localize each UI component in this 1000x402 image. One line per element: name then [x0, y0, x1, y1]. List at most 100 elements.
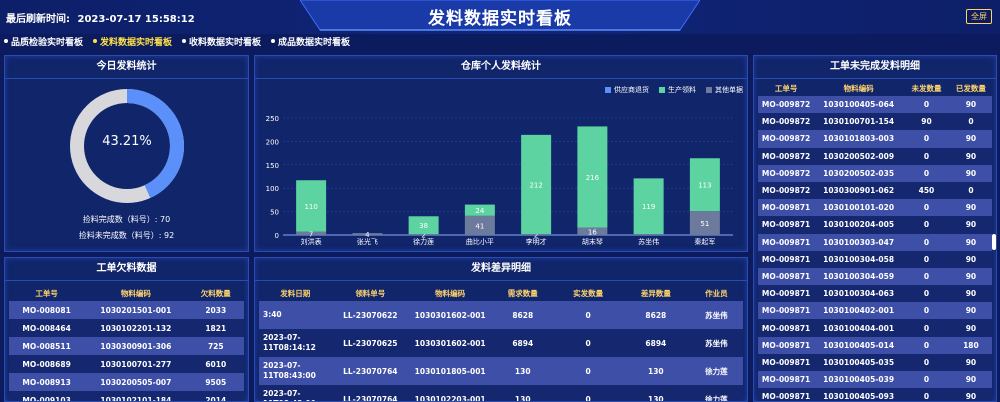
legend-swatch [659, 87, 665, 93]
unfinished-table: 工单号 物料编码 未发数量 已发数量 MO-009872 1030100405-0… [758, 80, 992, 401]
table-cell: 90 [949, 302, 992, 320]
table-cell: 90 [949, 147, 992, 165]
column-header: 发料日期 [280, 288, 311, 298]
table-row[interactable]: MO-009871 1030100405-039 0 90 [758, 371, 992, 389]
table-cell: 0 [949, 113, 992, 131]
table-row[interactable]: MO-009871 1030100405-014 0 180 [758, 336, 992, 354]
table-cell: 苏坐伟 [689, 301, 743, 329]
bullet-icon [93, 39, 98, 43]
table-row[interactable]: MO-009871 1030100204-005 0 90 [758, 216, 992, 234]
table-row[interactable]: MO-009872 1030100701-154 90 0 [758, 113, 992, 131]
table-row[interactable]: MO-009872 1030200502-009 0 90 [758, 147, 992, 165]
nav-item-issue[interactable]: 发料数据实时看板 [93, 34, 172, 48]
legend-item: 供应商退货 [605, 85, 649, 95]
table-cell: 130 [491, 357, 555, 385]
table-cell: LL-23070622 [331, 301, 410, 329]
table-cell: 0 [903, 336, 950, 354]
table-cell: 90 [949, 353, 992, 371]
table-cell: 725 [187, 337, 244, 355]
refresh-time: 2023-07-17 15:58:12 [77, 14, 195, 25]
table-row[interactable]: MO-008511 1030300901-306 725 [9, 337, 244, 355]
x-tick-label: 张光飞 [357, 237, 378, 246]
table-row[interactable]: MO-009872 1030100405-064 0 90 [758, 96, 992, 114]
table-cell: 2014 [187, 391, 244, 401]
table-cell: 1030100402-001 [814, 302, 904, 320]
table-cell: 0 [554, 385, 622, 401]
table-cell: MO-009872 [758, 147, 815, 165]
bar-segment [689, 211, 720, 235]
bar-data-label: 51 [700, 220, 709, 228]
nav-item-receive[interactable]: 收料数据实时看板 [182, 34, 261, 48]
table-cell: MO-009103 [9, 391, 85, 401]
unfinished-table-wrap: 工单号 物料编码 未发数量 已发数量 MO-009872 1030100405-0… [758, 80, 992, 401]
table-row[interactable]: MO-008689 1030100701-277 6010 [9, 355, 244, 373]
table-row[interactable]: MO-008464 1030102201-132 1821 [9, 319, 244, 337]
table-cell: MO-009871 [758, 199, 815, 217]
table-row[interactable]: MO-009871 1030100304-058 0 90 [758, 250, 992, 268]
diff-table: 发料日期 领料单号 物料编码 需求数量 实发数量 差异数量 作业员 3:40 LL… [259, 285, 743, 401]
table-cell: 2023-07-11T08:14:12 [259, 329, 332, 357]
scrollbar-thumb[interactable] [992, 234, 996, 250]
column-header: 物料编码 [120, 288, 151, 298]
nav-label: 成品数据实时看板 [278, 37, 351, 48]
table-row[interactable]: MO-009103 1030102101-184 2014 [9, 391, 244, 401]
table-row[interactable]: MO-009871 1030100304-059 0 90 [758, 267, 992, 286]
table-cell: 1030100405-035 [814, 353, 904, 371]
table-row[interactable]: 2023-07-11T08:43:00 LL-23070764 1030101805… [259, 357, 743, 385]
table-row[interactable]: MO-009871 1030100304-063 0 90 [758, 285, 992, 303]
y-tick-label: 250 [266, 115, 279, 123]
table-row[interactable]: MO-009871 1030100405-035 0 90 [758, 353, 992, 371]
y-tick-label: 100 [266, 185, 279, 193]
bullet-icon [271, 39, 276, 43]
table-cell: 0 [554, 329, 622, 357]
table-row[interactable]: MO-009871 1030100405-093 0 90 [758, 388, 992, 401]
table-cell: 0 [554, 301, 622, 329]
table-cell: 130 [491, 385, 555, 401]
table-row[interactable]: MO-009872 1030101803-003 0 90 [758, 130, 992, 148]
table-row[interactable]: MO-009872 1030200502-035 0 90 [758, 164, 992, 182]
table-row[interactable]: 2023-07-11T08:43:00LL-230707641030102203… [259, 385, 743, 401]
page-title: 发料数据实时看板 [428, 9, 572, 29]
table-cell: 0 [903, 285, 950, 303]
table-cell: 2023-07-11T08:43:00 [259, 357, 332, 385]
y-tick-label: 0 [275, 232, 279, 240]
table-cell: 0 [903, 353, 950, 371]
table-cell: 0 [903, 388, 950, 401]
table-row[interactable]: MO-009871 1030100404-001 0 90 [758, 319, 992, 337]
fullscreen-button[interactable]: 全屏 [966, 9, 992, 24]
table-cell: MO-008464 [9, 319, 85, 337]
table-cell: 1030200502-009 [814, 147, 904, 165]
table-cell: 1030102203-001 [409, 385, 492, 401]
table-row[interactable]: 3:40 LL-23070622 1030301602-001 8628 0 8628 苏坐… [259, 301, 743, 329]
table-cell: 90 [949, 130, 992, 148]
table-cell: MO-008689 [9, 355, 85, 373]
header-decoration [300, 0, 700, 31]
table-row[interactable]: MO-009871 1030100303-047 0 90 [758, 233, 992, 251]
completed-count: 捡料完成数（料号）: 70 [82, 215, 171, 224]
table-cell: MO-009871 [758, 233, 815, 251]
shortage-table: 工单号 物料编码 欠料数量 MO-008081 1030201501-001 203… [9, 285, 244, 401]
x-tick-label: 刘洪表 [301, 237, 322, 246]
table-row[interactable]: MO-008913 1030200505-007 9505 [9, 373, 244, 391]
table-cell: 0 [903, 199, 950, 217]
column-header: 物料编码 [435, 288, 466, 298]
nav-label: 发料数据实时看板 [100, 37, 173, 48]
x-tick-label: 曲比小平 [466, 237, 494, 246]
table-row[interactable]: 2023-07-11T08:14:12 LL-23070625 1030301602… [259, 329, 743, 357]
table-cell: MO-009872 [758, 181, 815, 200]
diff-table-wrap: 发料日期 领料单号 物料编码 需求数量 实发数量 差异数量 作业员 3:40 LL… [259, 285, 743, 401]
table-cell: MO-009871 [758, 302, 815, 320]
table-cell: 2023-07-11T08:43:00 [259, 385, 332, 401]
table-cell: 0 [903, 130, 950, 148]
legend-item: 生产领料 [659, 85, 696, 95]
table-row[interactable]: MO-008081 1030201501-001 2033 [9, 301, 244, 319]
table-row[interactable]: MO-009871 1030100402-001 0 90 [758, 302, 992, 320]
nav-item-quality[interactable]: 品质检验实时看板 [4, 34, 83, 48]
table-row[interactable]: MO-009871 1030100101-020 0 90 [758, 199, 992, 217]
table-row[interactable]: MO-009872 1030300901-062 450 0 [758, 181, 992, 200]
nav-item-product[interactable]: 成品数据实时看板 [271, 34, 350, 48]
chart-legend: 供应商退货 生产领料 其他单据 [605, 85, 743, 95]
bar-data-label: 24 [475, 207, 484, 215]
table-cell: MO-008913 [9, 373, 85, 391]
table-cell: MO-009871 [758, 285, 815, 303]
